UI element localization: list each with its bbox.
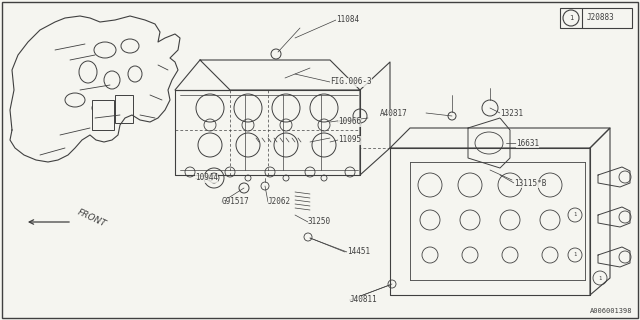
Text: FRONT: FRONT (76, 207, 108, 228)
Polygon shape (598, 207, 630, 227)
Polygon shape (598, 247, 630, 267)
Text: J2062: J2062 (268, 197, 291, 206)
Text: 11084: 11084 (336, 15, 359, 25)
Polygon shape (390, 128, 610, 148)
Text: G91517: G91517 (222, 197, 250, 206)
Text: 14451: 14451 (347, 247, 370, 257)
Polygon shape (10, 16, 180, 162)
Text: 10966: 10966 (338, 117, 361, 126)
Text: 1: 1 (573, 212, 577, 218)
Bar (560, 8, 632, 28)
Text: J40811: J40811 (350, 295, 378, 305)
Polygon shape (590, 128, 610, 295)
Text: 1: 1 (569, 15, 573, 21)
Text: 31250: 31250 (308, 218, 331, 227)
Text: A006001398: A006001398 (589, 308, 632, 314)
Polygon shape (468, 118, 510, 168)
Bar (92, 100, 114, 130)
Text: A40817: A40817 (380, 108, 408, 117)
Bar (115, 95, 133, 123)
Polygon shape (360, 62, 390, 175)
Polygon shape (200, 60, 360, 90)
Text: 1: 1 (598, 276, 602, 281)
Text: FIG.006-3: FIG.006-3 (330, 77, 372, 86)
Text: 1: 1 (573, 252, 577, 258)
Text: 13115*B: 13115*B (514, 179, 547, 188)
Text: J20883: J20883 (587, 13, 615, 22)
Polygon shape (390, 148, 590, 295)
Text: 10944: 10944 (195, 173, 218, 182)
Polygon shape (598, 167, 630, 187)
Text: 16631: 16631 (516, 139, 539, 148)
Polygon shape (175, 90, 360, 175)
Text: 11095: 11095 (338, 135, 361, 145)
Text: 13231: 13231 (500, 108, 523, 117)
